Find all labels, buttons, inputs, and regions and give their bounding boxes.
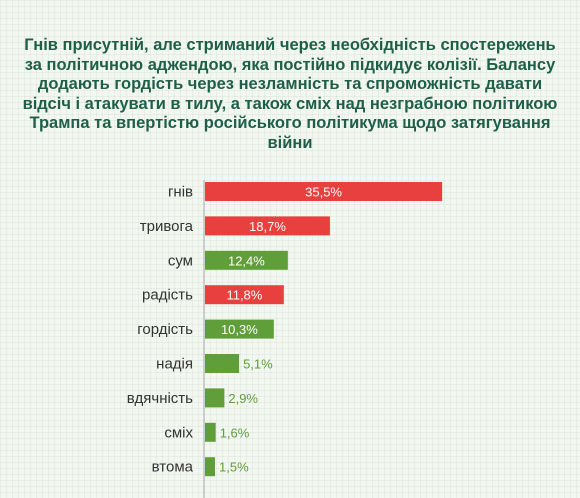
category-label: втома [152,459,194,476]
value-label: 11,8% [226,288,262,303]
chart-title: Гнів присутній, але стриманий через необ… [22,36,558,152]
bar [205,182,443,201]
bar [205,216,330,236]
value-label: 18,7% [249,219,286,234]
category-label: сум [168,252,193,269]
category-label: тривога [140,218,194,235]
bar [205,250,288,270]
category-label: надія [156,356,193,373]
category-label: гордість [137,321,193,338]
value-label: 2,9% [228,391,258,406]
value-label: 5,1% [243,357,273,372]
value-label: 1,6% [220,425,250,440]
bar [205,388,225,408]
category-label: сміх [164,424,193,441]
value-label: 12,4% [228,253,265,268]
bar [205,457,216,477]
value-label: 1,5% [219,460,249,475]
bar [205,354,240,373]
category-label: радість [142,287,193,304]
category-label: гнів [168,184,193,201]
bar [205,422,216,442]
bar [205,319,274,339]
value-label: 10,3% [221,322,258,337]
category-label: вдячність [127,390,193,407]
value-label: 35,5% [305,185,342,200]
bar [205,285,284,305]
